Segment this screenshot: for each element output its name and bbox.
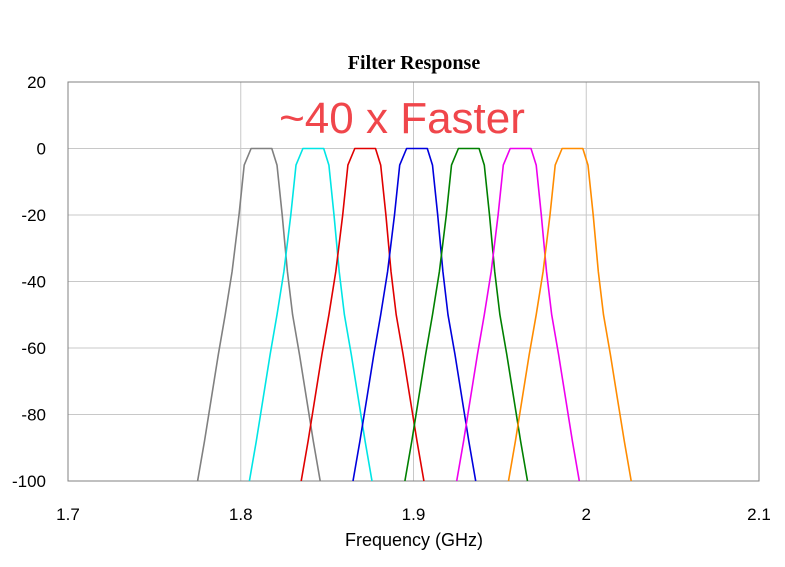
y-axis-ticks: 20 0 -20 -40 -60 -80 -100 [12,73,46,491]
filter-series-line [300,147,425,482]
speed-annotation: ~40 x Faster [279,94,525,143]
y-tick-label: -80 [21,406,46,425]
x-tick-label: 1.7 [56,505,80,524]
y-tick-label: -40 [21,273,46,292]
y-tick-label: -60 [21,339,46,358]
x-axis-label: Frequency (GHz) [345,530,483,550]
chart-title: Filter Response [348,52,481,74]
y-tick-label: -100 [12,472,46,491]
x-tick-label: 2 [582,505,591,524]
filter-series-line [507,147,632,482]
y-tick-label: -20 [21,206,46,225]
plot-frame [67,81,760,482]
y-tick-label: 0 [37,140,46,159]
x-tick-label: 1.9 [402,505,426,524]
x-axis-ticks: 1.7 1.8 1.9 2 2.1 [56,505,771,524]
filter-series-line [455,147,581,482]
filter-series-line [196,147,321,482]
x-tick-label: 1.8 [229,505,253,524]
x-tick-label: 2.1 [747,505,771,524]
filter-series-line [404,147,529,482]
y-tick-label: 20 [27,73,46,92]
filter-series-line [352,147,477,482]
series-layer [196,147,632,482]
filter-series-line [248,147,373,482]
